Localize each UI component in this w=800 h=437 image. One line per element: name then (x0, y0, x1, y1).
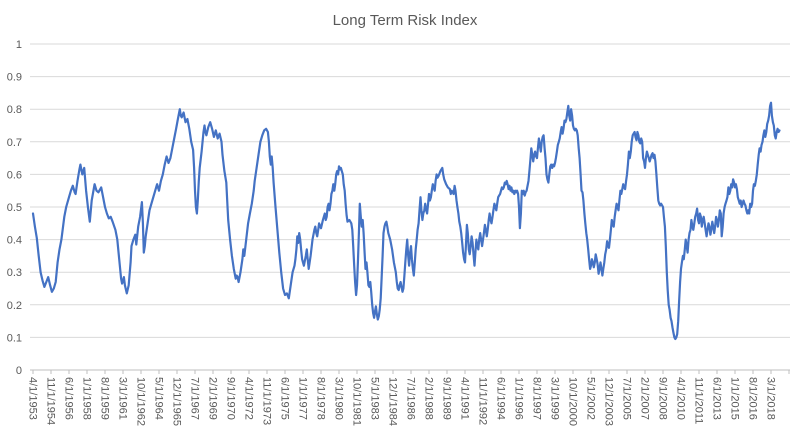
x-tick-label: 7/1/1986 (405, 377, 417, 420)
y-tick-label: 0.8 (7, 104, 22, 116)
x-tick-label: 1/1/1958 (81, 377, 93, 420)
x-tick-label: 6/1/2013 (711, 377, 723, 420)
x-tick-label: 4/1/2010 (675, 377, 687, 420)
x-tick-label: 11/1/1992 (477, 377, 489, 425)
x-tick-label: 10/1/1981 (351, 377, 363, 426)
x-tick-label: 12/1/1984 (387, 377, 399, 426)
x-tick-label: 4/1/1972 (243, 377, 255, 420)
x-tick-label: 10/1/1962 (135, 377, 147, 426)
y-tick-label: 1 (16, 39, 22, 51)
x-tick-label: 11/1/1954 (45, 377, 57, 425)
x-tick-label: 5/1/1964 (153, 377, 165, 420)
x-tick-label: 3/1/2018 (765, 377, 777, 420)
y-tick-label: 0.2 (7, 300, 22, 312)
chart-title: Long Term Risk Index (333, 12, 478, 29)
x-tick-label: 3/1/1961 (117, 377, 129, 420)
x-tick-label: 2/1/1969 (207, 377, 219, 420)
x-tick-label: 1/1/1996 (513, 377, 525, 420)
y-tick-label: 0.7 (7, 137, 22, 149)
y-tick-label: 0.1 (7, 332, 22, 344)
x-tick-label: 1/1/1977 (297, 377, 309, 420)
x-tick-label: 3/1/1999 (549, 377, 561, 420)
y-tick-label: 0.4 (7, 235, 22, 247)
y-tick-label: 0 (16, 365, 22, 377)
x-tick-label: 2/1/2007 (639, 377, 651, 420)
x-tick-label: 6/1/1956 (63, 377, 75, 420)
x-axis (30, 369, 790, 374)
x-tick-label: 8/1/1978 (315, 377, 327, 420)
x-tick-label: 7/1/2005 (621, 377, 633, 420)
x-tick-label: 10/1/2000 (567, 377, 579, 426)
y-tick-label: 0.6 (7, 169, 22, 181)
series-line (31, 101, 781, 341)
y-tick-label: 0.5 (7, 202, 22, 214)
x-tick-label: 9/1/1970 (225, 377, 237, 420)
x-tick-label: 5/1/2002 (585, 377, 597, 420)
x-tick-label: 12/1/1965 (171, 377, 183, 426)
x-tick-label: 6/1/1975 (279, 377, 291, 420)
x-tick-label: 4/1/1991 (459, 377, 471, 420)
y-tick-label: 0.3 (7, 267, 22, 279)
gridlines (30, 43, 790, 338)
x-axis-labels: 4/1/1953 11/1/1954 6/1/1956 1/1/1958 8/1/195… (27, 377, 777, 426)
y-tick-label: 0.9 (7, 72, 22, 84)
x-tick-label: 5/1/1983 (369, 377, 381, 420)
x-tick-label: 11/1/1973 (261, 377, 273, 425)
x-tick-label: 2/1/1988 (423, 377, 435, 420)
x-tick-label: 8/1/1959 (99, 377, 111, 420)
x-tick-label: 12/1/2003 (603, 377, 615, 426)
x-tick-label: 7/1/1967 (189, 377, 201, 420)
y-axis-labels: 0 0.1 0.2 0.3 0.4 0.5 0.6 0.7 0.8 0.9 1 (7, 39, 22, 377)
x-tick-label: 8/1/1997 (531, 377, 543, 420)
x-tick-label: 9/1/1989 (441, 377, 453, 420)
x-tick-label: 4/1/1953 (27, 377, 39, 420)
x-tick-label: 8/1/2016 (747, 377, 759, 420)
x-tick-label: 3/1/1980 (333, 377, 345, 420)
x-tick-label: 6/1/1994 (495, 377, 507, 420)
x-tick-label: 9/1/2008 (657, 377, 669, 420)
x-tick-label: 11/1/2011 (693, 377, 705, 424)
x-tick-label: 1/1/2015 (729, 377, 741, 420)
